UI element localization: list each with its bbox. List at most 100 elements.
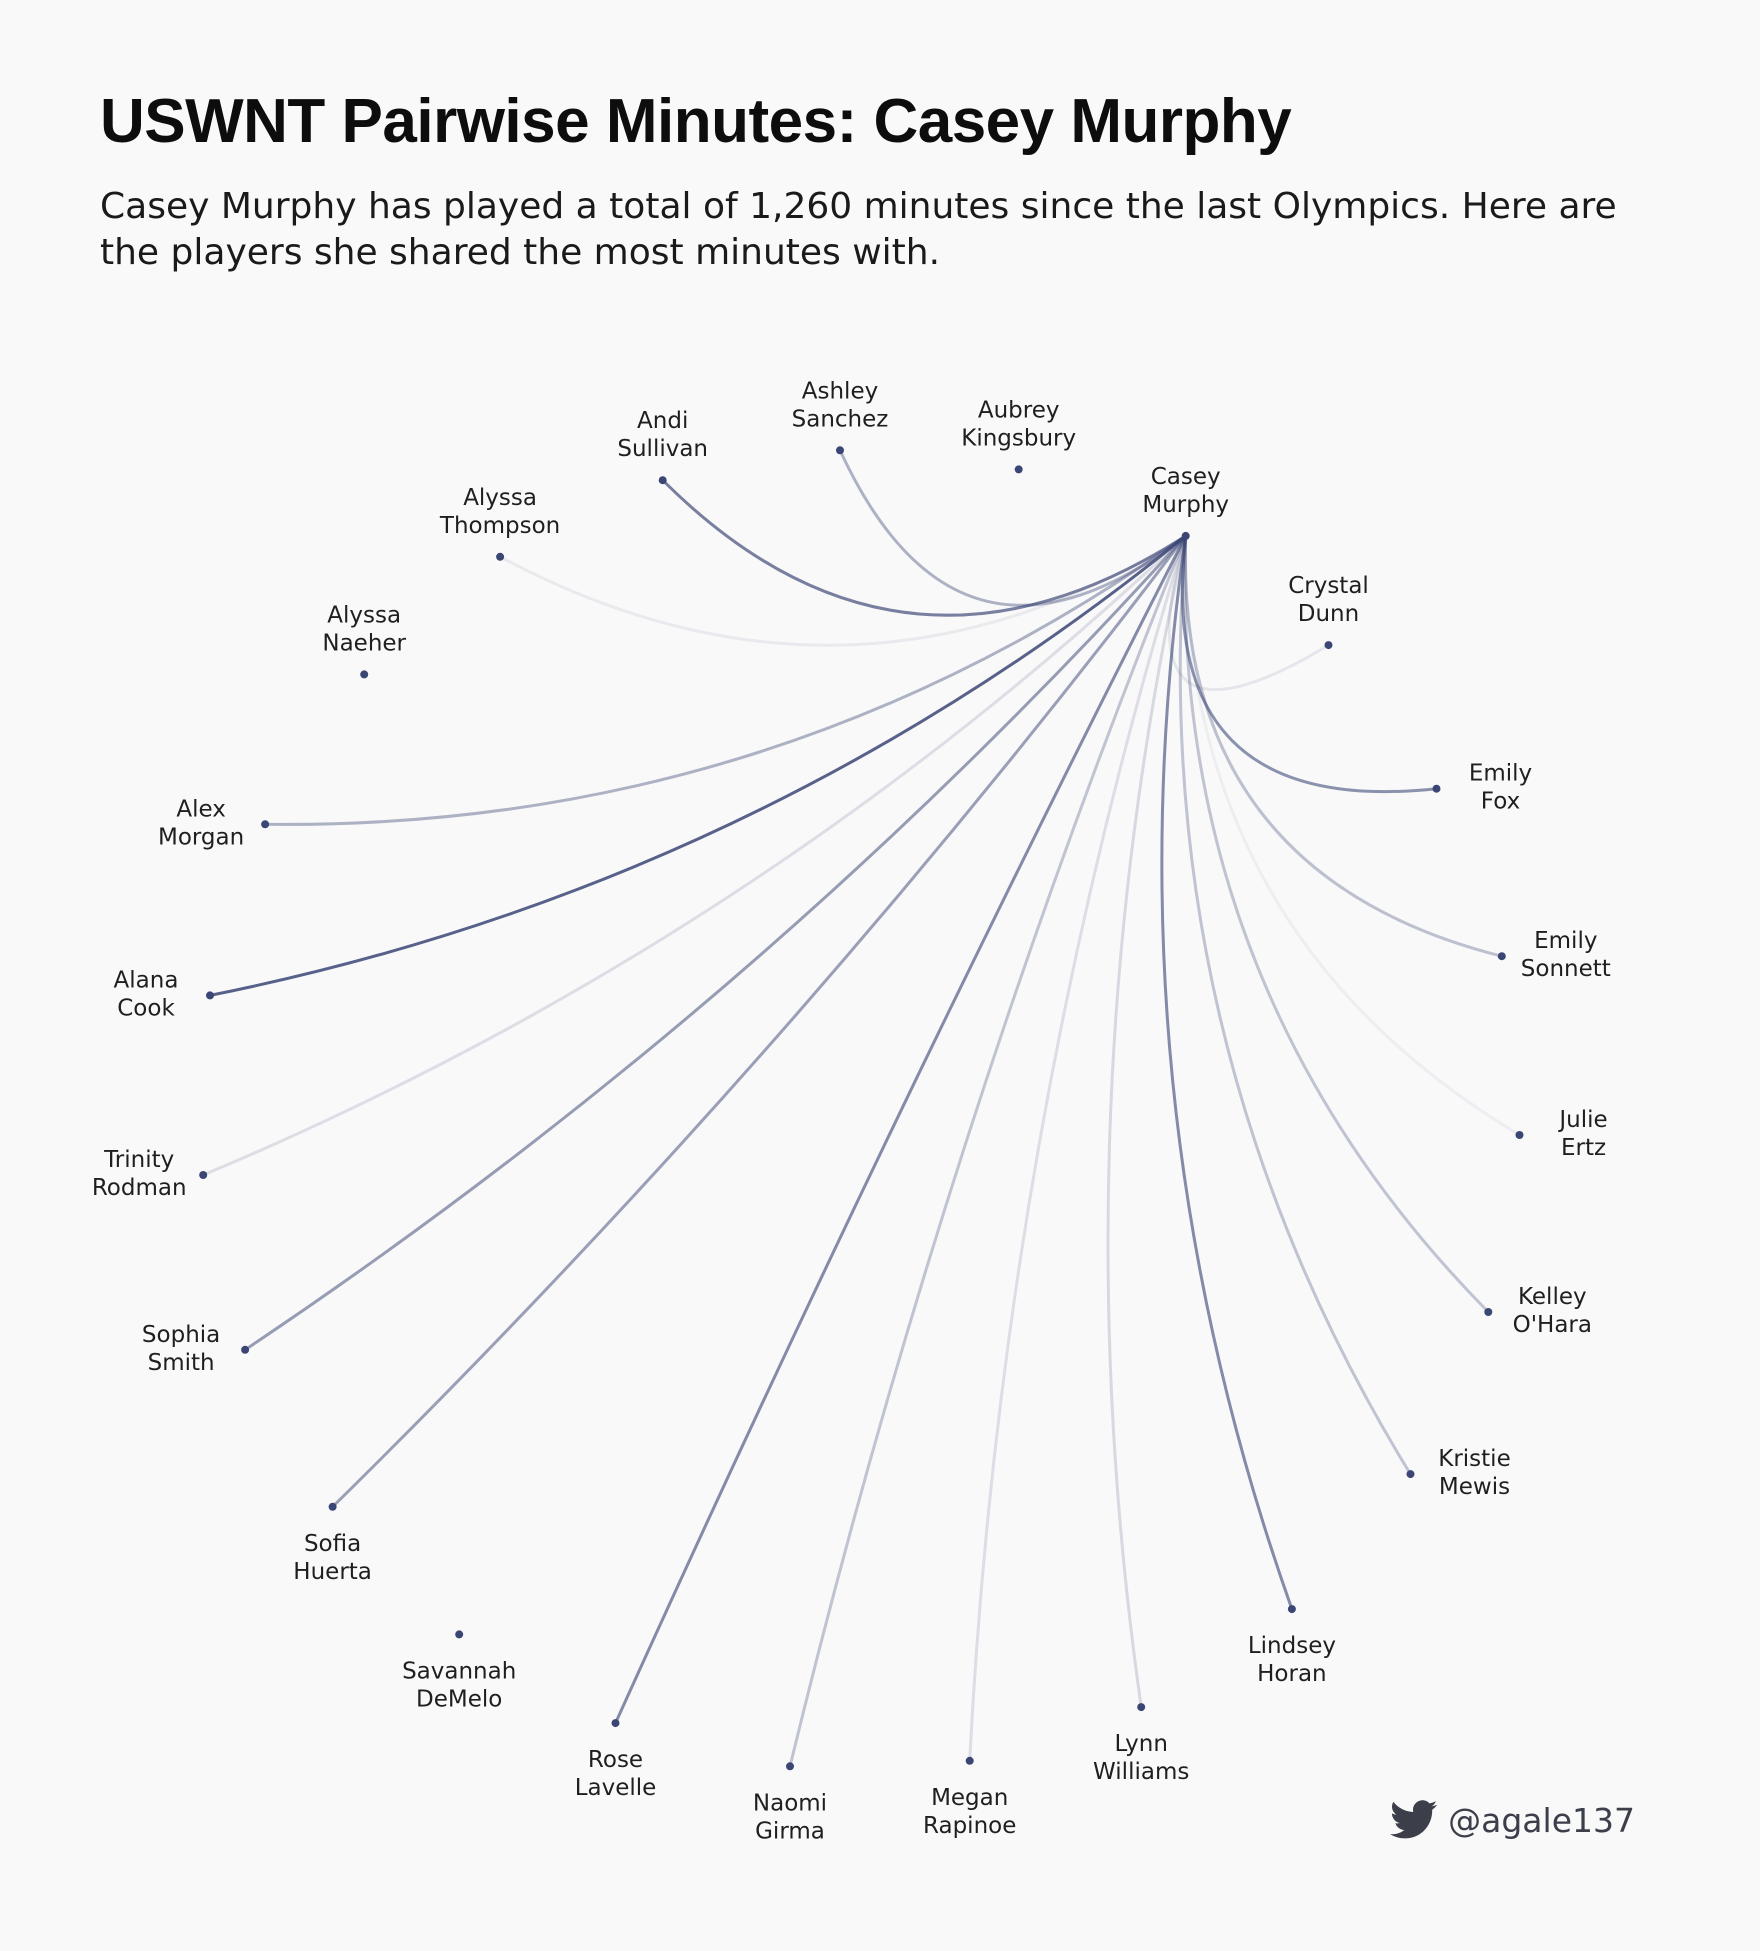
label-megan-rapinoe: Megan Rapinoe	[923, 1785, 1016, 1839]
node-andi-sullivan	[658, 476, 667, 485]
node-trinity-rodman	[199, 1171, 208, 1179]
label-last-name: Ertz	[1561, 1135, 1606, 1161]
node-savannah-demelo	[455, 1630, 464, 1639]
label-first-name: Ashley	[802, 378, 878, 404]
label-ashley-sanchez: Ashley Sanchez	[792, 378, 889, 432]
label-last-name: Rapinoe	[923, 1813, 1016, 1839]
label-kelley-o-hara: Kelley O'Hara	[1513, 1284, 1592, 1338]
node-ashley-sanchez	[836, 446, 844, 455]
label-last-name: Lavelle	[575, 1775, 657, 1801]
label-first-name: Andi	[637, 408, 688, 434]
label-last-name: Kingsbury	[961, 425, 1076, 451]
label-last-name: Williams	[1093, 1759, 1189, 1785]
node-alyssa-naeher	[360, 670, 369, 679]
edge-kelley-o-hara	[1183, 534, 1490, 1314]
author-handle: @agale137	[1448, 1800, 1635, 1840]
label-naomi-girma: Naomi Girma	[753, 1790, 827, 1844]
edge-rose-lavelle	[614, 534, 1188, 1725]
node-alex-morgan	[261, 820, 270, 829]
edge-megan-rapinoe	[968, 534, 1188, 1763]
label-alyssa-naeher: Alyssa Naeher	[322, 602, 406, 656]
label-first-name: Julie	[1557, 1107, 1607, 1133]
node-lindsey-horan	[1287, 1605, 1296, 1614]
label-last-name: Mewis	[1439, 1474, 1510, 1500]
label-lindsey-horan: Lindsey Horan	[1248, 1633, 1336, 1687]
node-alyssa-thompson	[496, 552, 505, 561]
label-first-name: Crystal	[1288, 573, 1369, 599]
label-rose-lavelle: Rose Lavelle	[575, 1747, 657, 1801]
node-emily-sonnett	[1497, 952, 1506, 961]
label-lynn-williams: Lynn Williams	[1093, 1731, 1189, 1785]
label-first-name: Trinity	[103, 1147, 174, 1173]
label-casey-murphy: Casey Murphy	[1142, 464, 1229, 518]
node-casey-murphy	[1181, 531, 1190, 540]
edge-lynn-williams	[1106, 534, 1188, 1709]
node-kristie-mewis	[1406, 1470, 1415, 1479]
label-alyssa-thompson: Alyssa Thompson	[439, 485, 560, 539]
label-last-name: Morgan	[158, 824, 244, 850]
label-first-name: Kelley	[1518, 1284, 1587, 1310]
edge-julie-ertz	[1184, 534, 1521, 1137]
node-sofia-huerta	[328, 1502, 337, 1511]
label-first-name: Lindsey	[1248, 1633, 1336, 1659]
label-first-name: Alyssa	[463, 485, 537, 511]
edge-lindsey-horan	[1160, 534, 1294, 1611]
label-trinity-rodman: Trinity Rodman	[92, 1147, 187, 1201]
label-first-name: Megan	[931, 1785, 1008, 1811]
label-savannah-demelo: Savannah DeMelo	[402, 1658, 516, 1712]
edge-layer	[201, 448, 1521, 1768]
label-last-name: Cook	[117, 995, 175, 1021]
label-sofia-huerta: Sofia Huerta	[293, 1531, 372, 1585]
edge-andi-sullivan	[661, 478, 1188, 617]
label-first-name: Sofia	[304, 1531, 361, 1557]
label-crystal-dunn: Crystal Dunn	[1288, 573, 1369, 627]
label-last-name: Naeher	[322, 630, 406, 656]
node-kelley-o-hara	[1484, 1308, 1493, 1316]
label-last-name: Thompson	[439, 513, 560, 539]
label-first-name: Savannah	[402, 1658, 516, 1684]
label-last-name: Fox	[1481, 789, 1520, 815]
label-julie-ertz: Julie Ertz	[1557, 1107, 1607, 1161]
label-first-name: Kristie	[1438, 1446, 1510, 1472]
node-julie-ertz	[1515, 1131, 1524, 1139]
node-rose-lavelle	[611, 1719, 620, 1728]
label-last-name: Murphy	[1142, 492, 1229, 518]
node-emily-fox	[1432, 784, 1441, 793]
footer-credit: @agale137	[1390, 1800, 1635, 1840]
label-first-name: Alex	[176, 796, 225, 822]
edge-alex-morgan	[263, 534, 1188, 826]
chart-title: USWNT Pairwise Minutes: Casey Murphy	[100, 87, 1292, 156]
edge-sophia-smith	[243, 534, 1188, 1352]
label-first-name: Emily	[1534, 928, 1597, 954]
label-last-name: Rodman	[92, 1175, 187, 1201]
edge-naomi-girma	[788, 534, 1188, 1768]
edge-kristie-mewis	[1178, 534, 1412, 1476]
node-aubrey-kingsbury	[1014, 465, 1023, 474]
edge-emily-sonnett	[1183, 534, 1504, 958]
edge-emily-fox	[1180, 534, 1438, 794]
label-alana-cook: Alana Cook	[114, 967, 179, 1021]
label-first-name: Casey	[1151, 464, 1221, 490]
edge-trinity-rodman	[201, 534, 1188, 1177]
label-emily-fox: Emily Fox	[1469, 761, 1532, 815]
label-first-name: Emily	[1469, 761, 1532, 787]
edge-sofia-huerta	[331, 534, 1188, 1509]
node-sophia-smith	[241, 1345, 250, 1354]
label-emily-sonnett: Emily Sonnett	[1521, 928, 1611, 982]
node-crystal-dunn	[1324, 641, 1333, 650]
edge-alana-cook	[208, 534, 1188, 997]
label-last-name: Dunn	[1298, 601, 1359, 627]
label-first-name: Aubrey	[978, 397, 1060, 423]
label-kristie-mewis: Kristie Mewis	[1438, 1446, 1510, 1500]
edge-ashley-sanchez	[838, 448, 1188, 607]
label-last-name: Huerta	[293, 1559, 372, 1585]
label-last-name: Smith	[148, 1350, 215, 1376]
chart-subtitle: Casey Murphy has played a total of 1,260…	[100, 186, 1617, 273]
label-first-name: Lynn	[1114, 1731, 1167, 1757]
label-aubrey-kingsbury: Aubrey Kingsbury	[961, 397, 1076, 451]
label-sophia-smith: Sophia Smith	[142, 1322, 220, 1376]
node-layer	[199, 446, 1524, 1771]
label-alex-morgan: Alex Morgan	[158, 796, 244, 850]
